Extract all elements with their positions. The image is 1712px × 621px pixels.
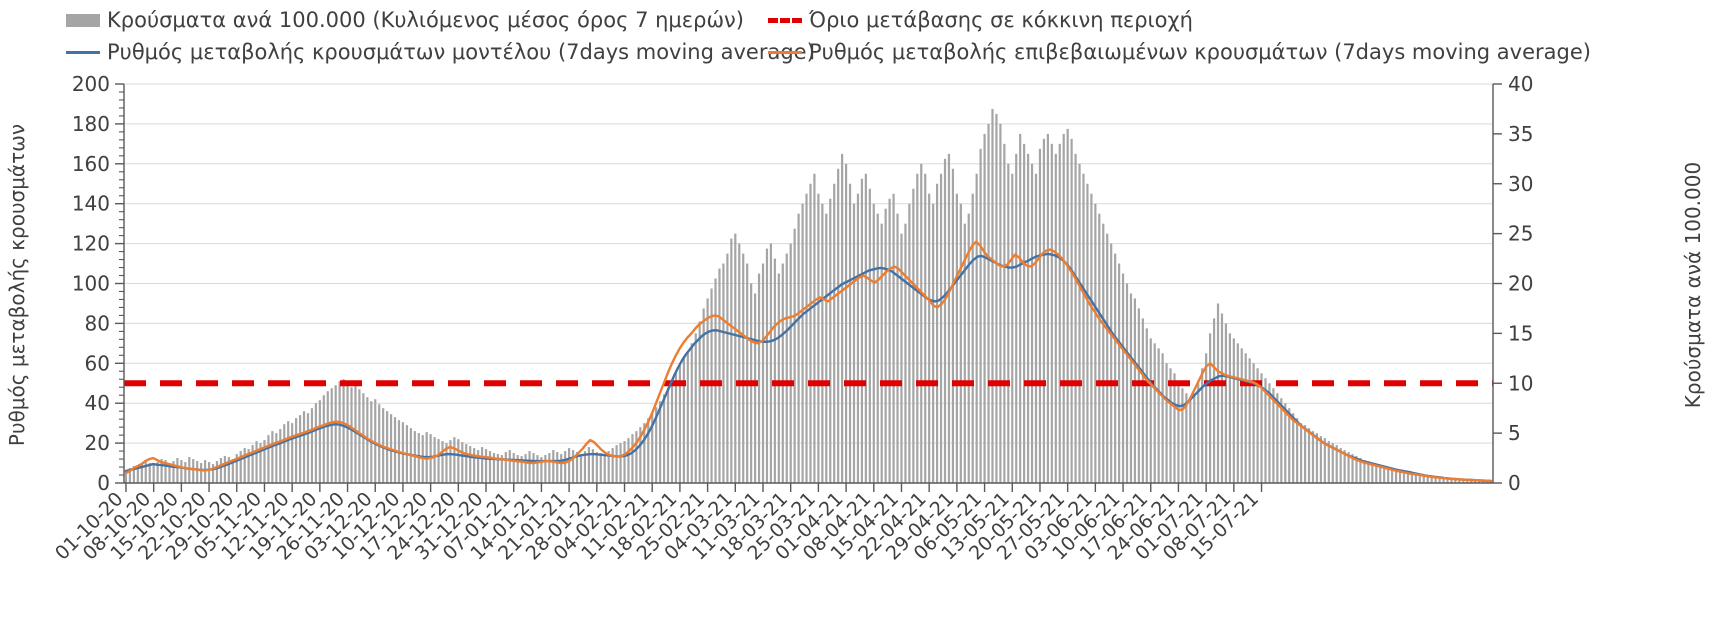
left-axis-tick-label: 160 (72, 152, 110, 176)
left-axis-tick-label: 40 (85, 391, 110, 415)
left-axis-tick-label: 140 (72, 192, 110, 216)
x-axis-ticks: 01-10-2008-10-2015-10-2022-10-2029-10-20… (51, 483, 1263, 565)
left-axis-tick-label: 0 (97, 471, 110, 495)
legend-item-cases-bars[interactable]: Κρούσματα ανά 100.000 (Κυλιόμενος μέσος … (66, 8, 744, 32)
left-axis-tick-label: 60 (85, 351, 110, 375)
right-axis-tick-label: 5 (1508, 421, 1521, 445)
legend-item-model-rate[interactable]: Ρυθμός μεταβολής κρουσμάτων μοντέλου (7d… (66, 40, 815, 64)
left-axis-tick-label: 200 (72, 72, 110, 96)
legend-label-cases-bars: Κρούσματα ανά 100.000 (Κυλιόμενος μέσος … (107, 8, 744, 32)
right-axis-tick-label: 20 (1508, 272, 1533, 296)
right-axis-title: Κρούσματα ανά 100.000 (1681, 162, 1705, 408)
legend-label-confirmed-rate: Ρυθμός μεταβολής επιβεβαιωμένων κρουσμάτ… (809, 40, 1591, 64)
right-axis-tick-label: 25 (1508, 222, 1533, 246)
bar-swatch-icon (66, 13, 100, 27)
right-axis-tick-label: 30 (1508, 172, 1533, 196)
chart-legend: Κρούσματα ανά 100.000 (Κυλιόμενος μέσος … (0, 0, 1712, 70)
right-axis-tick-label: 0 (1508, 471, 1521, 495)
left-axis-ticks: 0 20 40 60 80 100 120 140 160 180 200 (72, 72, 124, 495)
line-swatch-icon (768, 50, 802, 54)
bars-series (124, 108, 1493, 484)
right-axis-tick-label: 10 (1508, 371, 1533, 395)
legend-label-model-rate: Ρυθμός μεταβολής κρουσμάτων μοντέλου (7d… (107, 40, 815, 64)
right-axis-tick-label: 40 (1508, 72, 1533, 96)
confirmed-rate-line (124, 240, 1493, 483)
left-axis-title: Ρυθμός μεταβολής κρουσμάτων (5, 124, 29, 446)
legend-item-confirmed-rate[interactable]: Ρυθμός μεταβολής επιβεβαιωμένων κρουσμάτ… (768, 40, 1591, 64)
right-axis-ticks: 0 5 10 15 20 25 30 35 40 (1493, 72, 1533, 495)
right-axis-tick-label: 15 (1508, 321, 1533, 345)
right-axis-tick-label: 35 (1508, 122, 1533, 146)
legend-item-threshold[interactable]: Όριο μετάβασης σε κόκκινη περιοχή (768, 8, 1193, 32)
left-axis-tick-label: 120 (72, 232, 110, 256)
line-swatch-icon (66, 50, 100, 54)
left-axis-tick-label: 20 (85, 431, 110, 455)
left-axis-tick-label: 100 (72, 272, 110, 296)
left-axis-tick-label: 80 (85, 311, 110, 335)
legend-label-threshold: Όριο μετάβασης σε κόκκινη περιοχή (809, 8, 1193, 32)
left-axis-tick-label: 180 (72, 112, 110, 136)
dashed-line-swatch-icon (768, 17, 802, 23)
